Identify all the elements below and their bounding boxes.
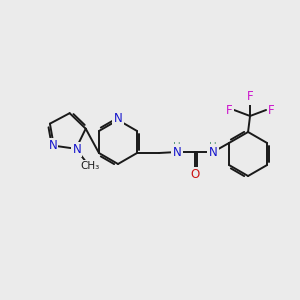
Text: N: N [209,146,218,158]
Text: CH₃: CH₃ [80,161,100,171]
Text: O: O [190,169,200,182]
Text: N: N [48,139,57,152]
Text: N: N [173,146,182,158]
Text: H: H [209,142,217,152]
Text: N: N [114,112,122,125]
Text: F: F [226,103,232,116]
Text: F: F [247,91,254,103]
Text: H: H [173,142,181,152]
Text: N: N [73,143,81,156]
Text: F: F [268,103,274,116]
